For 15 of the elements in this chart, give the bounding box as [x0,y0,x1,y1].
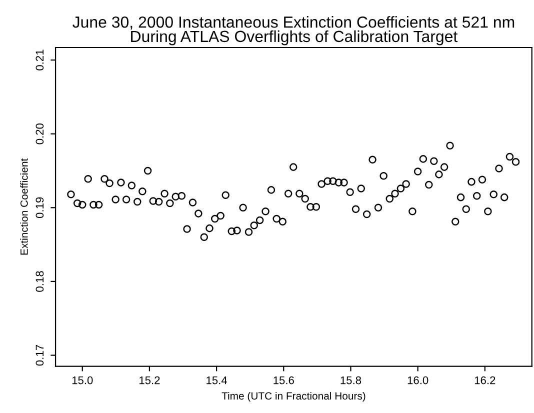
x-tick-label: 15.2 [139,376,160,384]
x-axis-title: Time (UTC in Fractional Hours) [222,392,366,402]
x-tick-label: 15.0 [72,376,93,384]
y-tick-label: 0.20 [36,123,44,144]
x-tick-label: 16.2 [474,376,496,384]
x-tick-label: 15.4 [206,376,228,384]
y-axis-title: Extinction Coefficient [20,158,28,255]
y-tick-label: 0.21 [36,50,44,70]
y-tick-label: 0.19 [36,197,44,218]
x-tick-label: 15.8 [340,376,362,384]
x-tick-label: 15.6 [274,376,294,384]
y-tick-label: 0.18 [36,271,44,292]
y-tick-label: 0.17 [36,345,44,366]
x-tick-label: 16.0 [408,376,428,384]
chart-title: June 30, 2000 Instantaneous Extinction Coefficients at 521 nm During ATLAS Overflights of Calibration Target [72,16,514,46]
